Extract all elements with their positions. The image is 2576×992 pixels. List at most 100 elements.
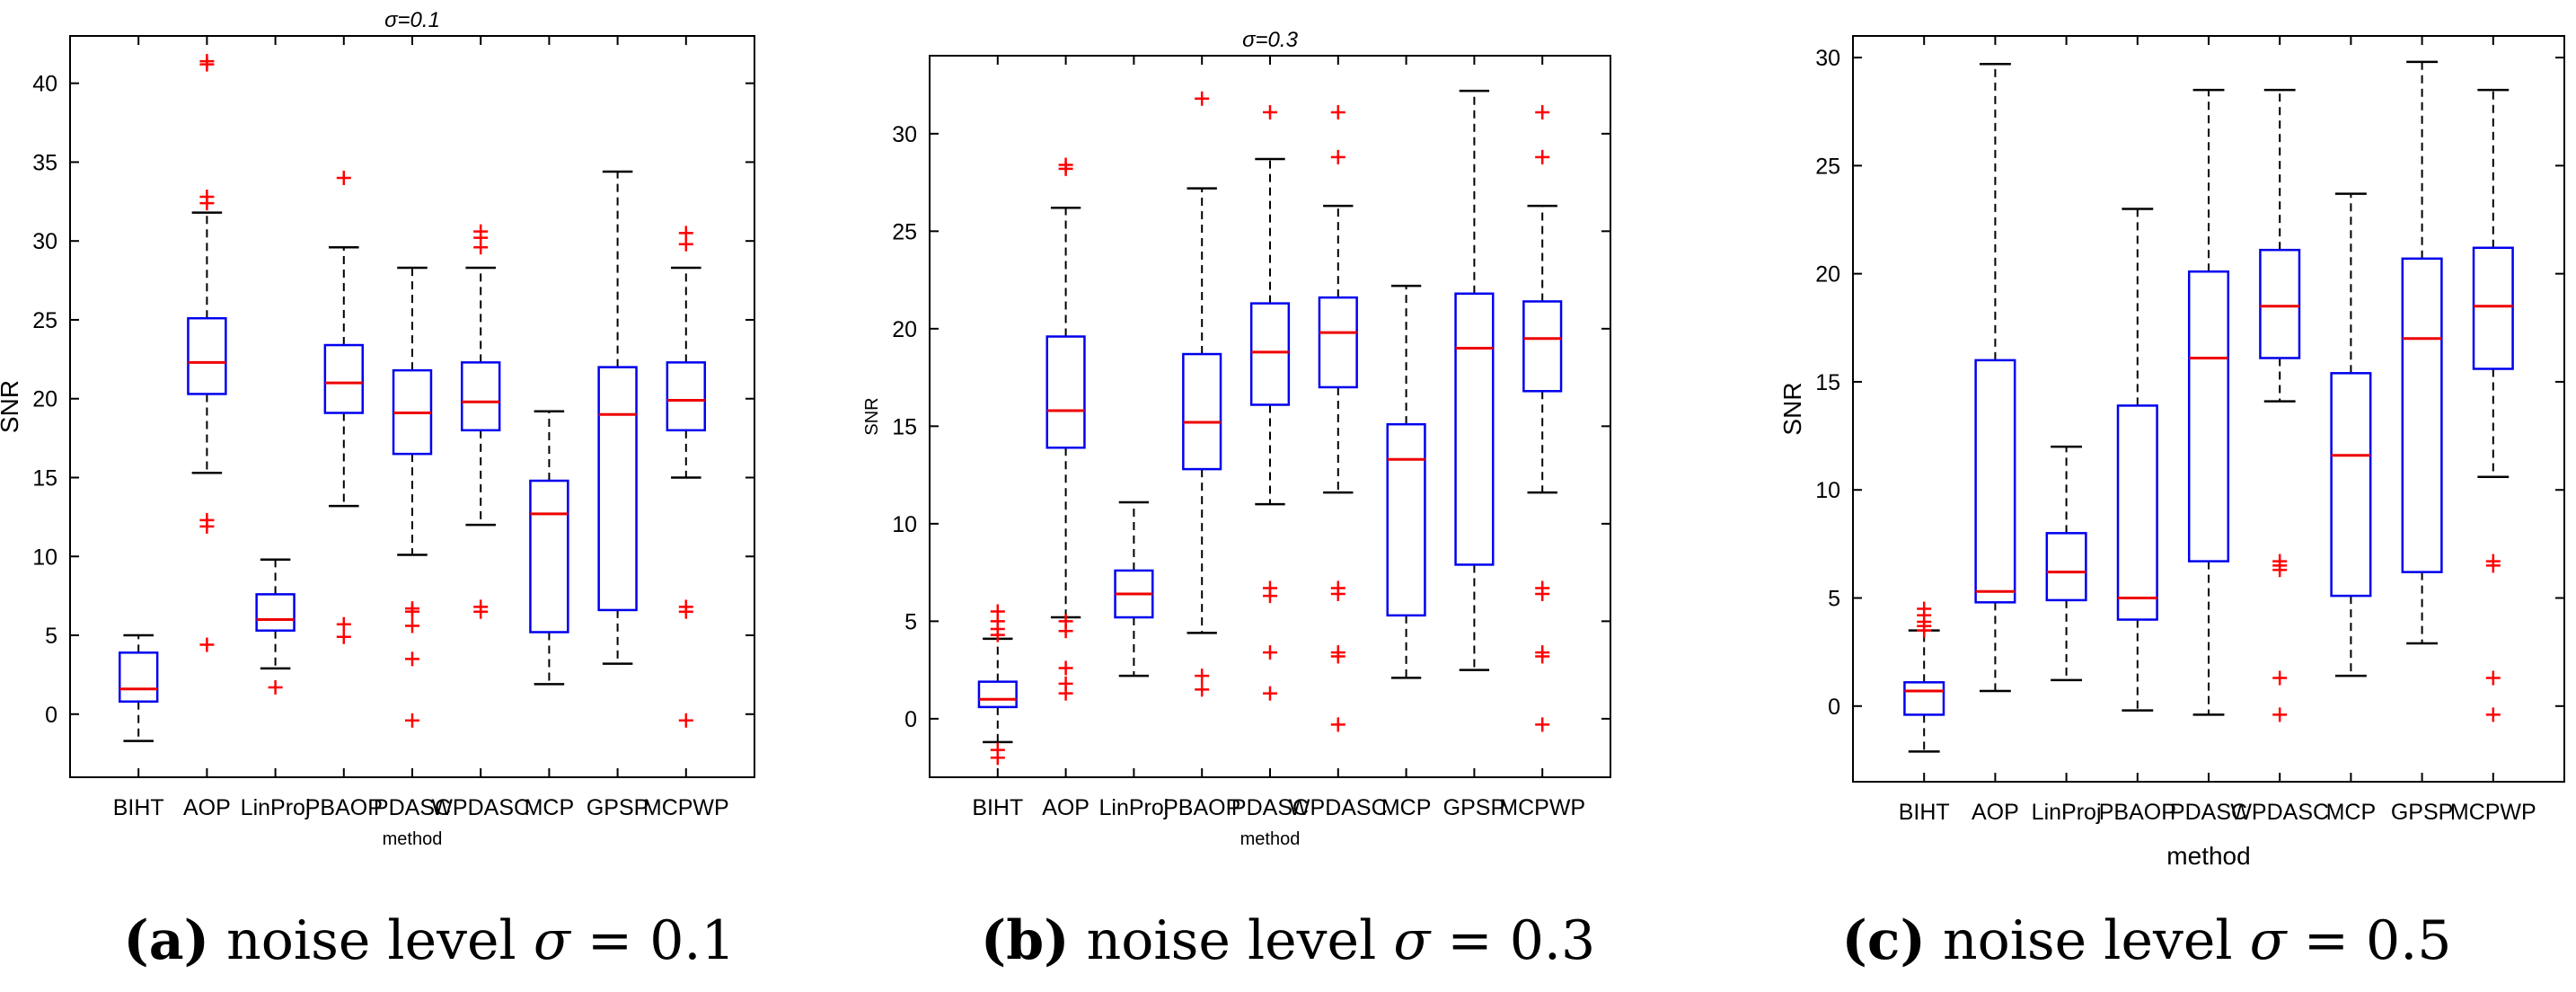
- x-tick-label: BIHT: [972, 795, 1023, 820]
- box-aop: [1045, 157, 1086, 701]
- outlier-point: [199, 54, 215, 69]
- box-mcpwp: [1522, 104, 1563, 732]
- x-tick-label: LinProj: [1098, 795, 1169, 820]
- outlier-point: [2272, 670, 2288, 686]
- outlier-point: [1263, 589, 1277, 604]
- y-tick-label: 25: [1815, 154, 1840, 179]
- outlier-point: [1330, 586, 1345, 601]
- y-tick-label: 20: [1815, 262, 1840, 288]
- x-tick-label: MCPWP: [643, 795, 729, 820]
- x-tick-label: WPDASC: [431, 795, 530, 820]
- outlier-point: [1195, 682, 1210, 697]
- box-linproj: [255, 558, 296, 695]
- outlier-point: [1330, 717, 1345, 732]
- y-tick-label: 0: [904, 707, 917, 732]
- y-tick-label: 15: [892, 414, 917, 439]
- box-aop: [1974, 63, 2016, 693]
- caption-b: (b) noise level σ = 0.3: [859, 909, 1717, 972]
- chart-panel-b: 0 5 10 15 20 25 30 BIHT AOP LinProjPBAOPPDASCWPDA…: [862, 28, 1611, 849]
- iqr-box: [460, 361, 501, 432]
- box-pbaop: [2116, 208, 2158, 712]
- outlier-point: [2272, 707, 2288, 722]
- y-tick-label: 0: [1828, 695, 1840, 720]
- outlier-point: [1330, 104, 1345, 120]
- x-tick-label: LinProj: [241, 795, 311, 820]
- box-linproj: [2045, 445, 2087, 682]
- chart-title: σ=0.3: [1242, 28, 1299, 52]
- box-gpsp: [2401, 60, 2443, 645]
- caption-c-text: noise level: [1942, 909, 2233, 972]
- iqr-box: [1522, 300, 1563, 393]
- iqr-box: [1974, 359, 2016, 604]
- outlier-point: [2485, 558, 2501, 573]
- x-tick-label: PDASC: [374, 795, 451, 820]
- box-biht: [977, 604, 1018, 766]
- outlier-point: [405, 604, 419, 619]
- outlier-point: [1058, 624, 1073, 639]
- chart-panel-c: 0 5 10 15 20 25 30 BIHT AOP LinProjPBAOPPDASCWPDA…: [1778, 35, 2565, 870]
- x-tick-label: AOP: [1042, 795, 1090, 820]
- y-tick-label: 35: [32, 150, 57, 175]
- x-tick-label: BIHT: [113, 795, 164, 820]
- box-mcpwp: [666, 226, 707, 728]
- caption-a-symbol: σ: [533, 909, 570, 972]
- y-tick-label: 5: [45, 624, 57, 649]
- caption-b-text: noise level: [1086, 909, 1377, 972]
- x-tick-label: PBAOP: [2099, 800, 2176, 825]
- y-tick-label: 30: [892, 122, 917, 147]
- x-tick-label: GPSP: [587, 795, 648, 820]
- outlier-point: [473, 240, 489, 255]
- caption-c-symbol: σ: [2249, 909, 2287, 972]
- box-mcp: [529, 410, 569, 686]
- box-wpdasc: [2259, 88, 2301, 722]
- y-tick-label: 10: [32, 545, 57, 570]
- x-axis-label: method: [2166, 842, 2250, 870]
- y-tick-label: 20: [32, 387, 57, 412]
- outlier-point: [1195, 669, 1210, 684]
- y-tick-label: 30: [32, 229, 57, 254]
- x-tick-label: GPSP: [1443, 795, 1505, 820]
- outlier-point: [473, 604, 489, 619]
- y-tick-label: 20: [892, 317, 917, 342]
- x-tick-label: WPDASC: [1289, 795, 1388, 820]
- iqr-box: [1454, 292, 1495, 566]
- box-biht: [1903, 601, 1945, 753]
- outlier-point: [1535, 149, 1550, 164]
- iqr-box: [2330, 372, 2372, 598]
- iqr-box: [2472, 246, 2514, 370]
- y-axis-label: SNR: [862, 397, 882, 435]
- iqr-box: [977, 680, 1018, 709]
- outlier-point: [405, 618, 419, 633]
- x-tick-label: LinProj: [2032, 800, 2102, 825]
- box-wpdasc: [460, 224, 501, 619]
- box-pdasc: [392, 266, 433, 728]
- outlier-point: [990, 627, 1005, 642]
- y-tick-label: 10: [892, 512, 917, 537]
- y-tick-label: 40: [32, 72, 57, 97]
- iqr-box: [1386, 422, 1426, 617]
- outlier-point: [336, 616, 351, 632]
- outlier-point: [1195, 91, 1210, 106]
- caption-a-letter: (a): [123, 909, 210, 972]
- box-mcp: [2330, 192, 2372, 678]
- x-tick-label: MCPWP: [2450, 800, 2536, 825]
- x-tick-label: AOP: [183, 795, 231, 820]
- outlier-point: [1330, 149, 1345, 164]
- y-tick-label: 10: [1815, 478, 1840, 503]
- iqr-box: [2045, 532, 2087, 602]
- y-tick-label: 0: [45, 703, 57, 728]
- x-tick-label: PDASC: [1231, 795, 1309, 820]
- box-biht: [118, 633, 159, 742]
- chart-panel-a: 0 5 10 15 20 25 30 35 40 BIHT AOP LinProjPBAOPPDASC…: [0, 8, 755, 849]
- caption-b-value: = 0.3: [1447, 909, 1596, 972]
- y-tick-label: 30: [1815, 46, 1840, 71]
- outlier-point: [2485, 707, 2501, 722]
- box-wpdasc: [1318, 104, 1358, 732]
- y-tick-label: 5: [904, 609, 917, 634]
- outlier-point: [1330, 649, 1345, 664]
- box-pbaop: [323, 170, 365, 644]
- outlier-point: [336, 170, 351, 185]
- x-tick-label: WPDASC: [2230, 800, 2329, 825]
- caption-c: (c) noise level σ = 0.5: [1717, 909, 2576, 972]
- iqr-box: [1045, 335, 1086, 449]
